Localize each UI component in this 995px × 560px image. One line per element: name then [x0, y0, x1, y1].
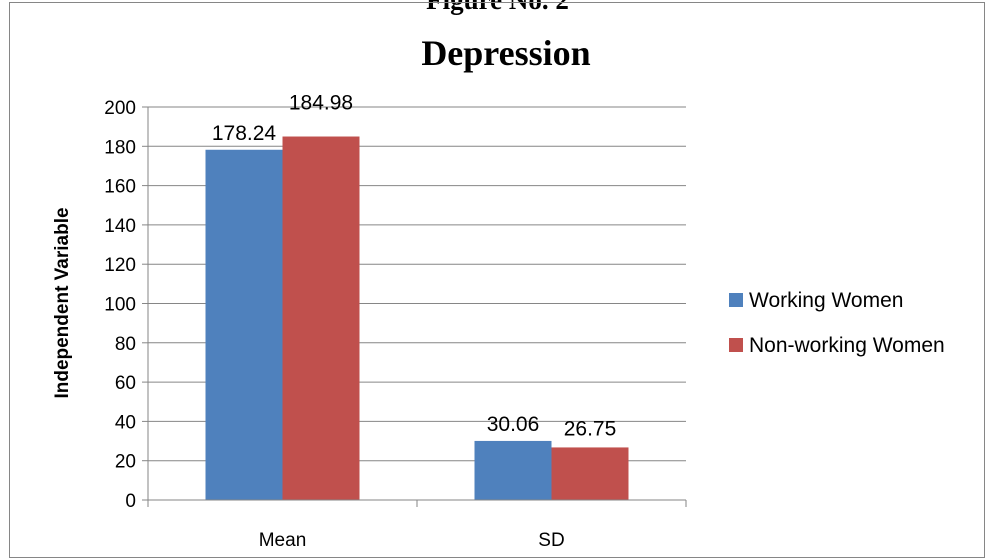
chart-title: Depression: [421, 33, 590, 73]
legend: Working Women Non-working Women: [729, 289, 945, 357]
y-tick-label: 200: [104, 98, 136, 119]
y-tick-label: 40: [115, 412, 136, 433]
y-tick-label: 100: [104, 295, 136, 316]
data-labels: 178.24 184.98 30.06 26.75: [212, 92, 616, 441]
data-label: 184.98: [289, 92, 353, 115]
data-label: 26.75: [564, 417, 617, 440]
x-tick-label: Mean: [259, 530, 307, 551]
y-tick-label: 120: [104, 255, 136, 276]
legend-swatch: [729, 293, 743, 307]
bar: [282, 136, 360, 501]
x-tick-label: SD: [538, 530, 564, 551]
bar: [474, 440, 552, 500]
x-axis: Mean SD: [147, 499, 687, 551]
y-tick-label: 80: [115, 334, 136, 355]
bars: [205, 136, 629, 501]
legend-swatch: [729, 338, 743, 352]
y-tick-label: 20: [115, 452, 136, 473]
y-tick-label: 180: [104, 137, 136, 158]
data-label: 178.24: [212, 122, 277, 145]
y-tick-label: 160: [104, 177, 136, 198]
y-axis-title: Independent Variable: [52, 207, 73, 398]
legend-label: Non-working Women: [749, 334, 945, 357]
figure-caption: Figure No. 2: [426, 0, 569, 15]
bar: [205, 149, 283, 500]
y-tick-label: 0: [125, 491, 136, 512]
y-axis-ticks: 0 20 40 60 80 100 120 140 160 180 200: [104, 98, 149, 512]
y-tick-label: 140: [104, 216, 136, 237]
bar: [551, 447, 629, 500]
data-label: 30.06: [487, 413, 540, 436]
legend-label: Working Women: [749, 289, 903, 312]
y-tick-label: 60: [115, 373, 136, 394]
chart-frame: [9, 2, 985, 558]
